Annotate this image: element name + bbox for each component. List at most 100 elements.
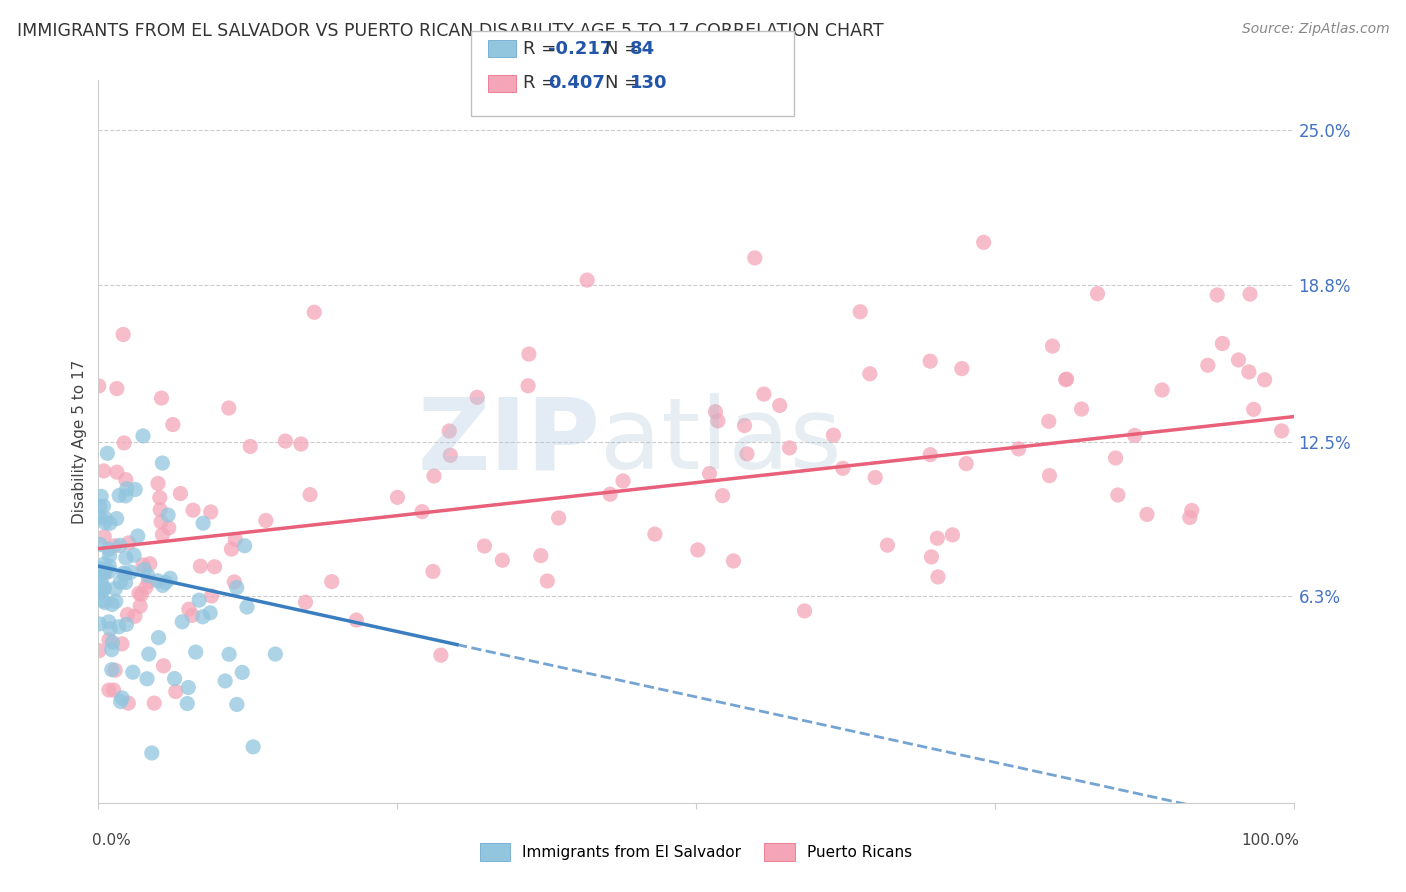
Point xyxy=(97,542,120,557)
Text: Source: ZipAtlas.com: Source: ZipAtlas.com xyxy=(1241,22,1389,37)
Point xyxy=(90,575,112,590)
Point xyxy=(1038,414,1060,428)
Point xyxy=(214,673,236,688)
Point xyxy=(98,516,121,531)
Point xyxy=(120,565,142,579)
Point xyxy=(1253,373,1275,387)
Point xyxy=(218,401,240,415)
Point xyxy=(97,683,120,698)
Text: R =: R = xyxy=(523,39,562,58)
Point xyxy=(98,559,121,574)
Point xyxy=(723,554,745,568)
Point xyxy=(612,474,634,488)
Point xyxy=(188,593,211,607)
Point xyxy=(465,390,488,404)
Point xyxy=(93,557,115,571)
Point xyxy=(97,632,120,647)
Point xyxy=(204,559,226,574)
Point xyxy=(224,533,246,547)
Point xyxy=(1206,288,1229,302)
Point xyxy=(491,553,513,567)
Point xyxy=(93,566,115,581)
Point xyxy=(114,567,136,582)
Point xyxy=(114,575,136,590)
Point xyxy=(181,608,204,623)
Point xyxy=(163,672,186,686)
Point xyxy=(146,476,169,491)
Point xyxy=(111,637,134,651)
Point xyxy=(114,489,136,503)
Point xyxy=(225,698,247,712)
Point xyxy=(115,550,138,565)
Point xyxy=(474,539,496,553)
Point xyxy=(387,491,409,505)
Point xyxy=(254,514,277,528)
Point xyxy=(191,609,214,624)
Point xyxy=(530,549,553,563)
Point xyxy=(411,505,433,519)
Point xyxy=(294,595,316,609)
Point xyxy=(177,602,200,616)
Point xyxy=(135,580,157,594)
Point xyxy=(734,418,756,433)
Point xyxy=(190,559,212,574)
Point xyxy=(1056,372,1078,386)
Point xyxy=(93,564,115,578)
Text: N =: N = xyxy=(605,39,644,58)
Point xyxy=(576,273,599,287)
Point xyxy=(744,251,766,265)
Point xyxy=(242,739,264,754)
Point xyxy=(711,489,734,503)
Point xyxy=(1104,450,1126,465)
Point xyxy=(793,604,815,618)
Text: -0.217: -0.217 xyxy=(548,39,613,58)
Point xyxy=(950,361,973,376)
Point xyxy=(752,387,775,401)
Point xyxy=(1181,503,1204,517)
Text: 84: 84 xyxy=(630,39,655,58)
Point xyxy=(1042,339,1064,353)
Point xyxy=(89,537,111,551)
Point xyxy=(863,470,886,484)
Text: ZIP: ZIP xyxy=(418,393,600,490)
Text: 0.0%: 0.0% xyxy=(93,833,131,847)
Point xyxy=(1070,402,1092,417)
Point xyxy=(1087,286,1109,301)
Point xyxy=(1239,287,1261,301)
Legend: Immigrants from El Salvador, Puerto Ricans: Immigrants from El Salvador, Puerto Rica… xyxy=(474,837,918,867)
Point xyxy=(118,536,141,550)
Point xyxy=(176,697,198,711)
Point xyxy=(124,609,146,624)
Point xyxy=(536,574,558,588)
Point xyxy=(177,681,200,695)
Point xyxy=(1136,508,1159,522)
Point xyxy=(117,696,139,710)
Point xyxy=(103,683,125,698)
Point xyxy=(138,574,160,589)
Point xyxy=(823,428,845,442)
Point xyxy=(98,565,121,579)
Point xyxy=(152,527,174,541)
Point xyxy=(104,594,127,608)
Point xyxy=(686,543,709,558)
Point xyxy=(1243,402,1265,417)
Point xyxy=(122,548,145,562)
Point xyxy=(264,647,287,661)
Point xyxy=(169,486,191,500)
Point xyxy=(112,327,135,342)
Point xyxy=(101,663,124,677)
Point xyxy=(148,631,170,645)
Point xyxy=(517,378,540,392)
Point xyxy=(1123,428,1146,442)
Point xyxy=(224,574,246,589)
Point xyxy=(200,589,222,603)
Point xyxy=(422,565,444,579)
Point xyxy=(110,694,132,708)
Point xyxy=(93,530,115,544)
Point xyxy=(89,500,111,514)
Point xyxy=(87,379,110,393)
Text: N =: N = xyxy=(605,74,644,92)
Point xyxy=(184,645,207,659)
Point xyxy=(146,574,169,588)
Point xyxy=(98,549,121,563)
